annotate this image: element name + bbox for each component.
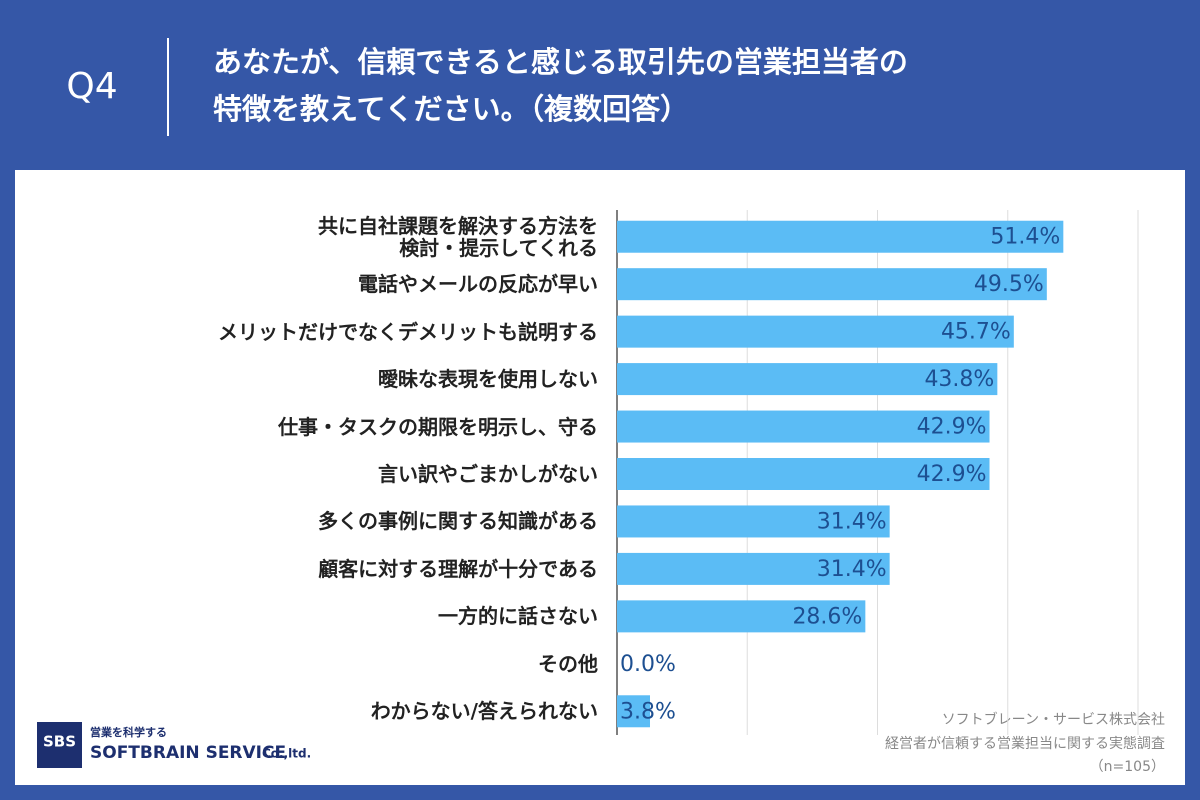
bar [617, 695, 650, 728]
title-line: 特徴を教えてください。（複数回答） [213, 92, 689, 126]
value-label: 45.7% [941, 320, 1011, 345]
value-label: 31.4% [817, 557, 887, 582]
value-label: 0.0% [620, 652, 676, 677]
category-label: 多くの事例に関する知識がある [318, 509, 598, 534]
title-line: あなたが、信頼できると感じる取引先の営業担当者の [213, 45, 908, 79]
value-label: 31.4% [817, 509, 887, 534]
category-label: 曖昧な表現を使用しない [378, 367, 598, 392]
logo-tagline: 営業を科学する [90, 725, 167, 739]
category-label: 顧客に対する理解が十分である [318, 556, 598, 581]
panel [15, 170, 1185, 785]
category-label: メリットだけでなくデメリットも説明する [218, 319, 598, 344]
bar [617, 363, 998, 396]
value-label: 51.4% [990, 225, 1060, 250]
bar [617, 410, 990, 443]
category-label: その他 [538, 651, 598, 676]
category-label: 電話やメールの反応が早い [358, 272, 598, 297]
value-label: 28.6% [792, 604, 862, 629]
logo-name: SOFTBRAIN SERVICE [90, 743, 286, 763]
value-label: 43.8% [924, 367, 994, 392]
category-label: わからない/答えられない [370, 699, 598, 724]
logo-box [37, 722, 82, 768]
source-line: ソフトブレーン・サービス株式会社 [942, 711, 1165, 728]
value-label: 3.8% [620, 699, 676, 724]
bar [617, 505, 890, 538]
bar [617, 315, 1014, 348]
source-line: （n=105） [1090, 759, 1165, 775]
logo-suffix: Co.,ltd. [262, 747, 311, 761]
category-label: 言い訳やごまかしがない [378, 462, 598, 486]
bar [617, 552, 890, 585]
bar [617, 600, 866, 633]
category-label: 一方的に話さない [438, 604, 598, 629]
value-label: 42.9% [917, 462, 987, 487]
bar [617, 268, 1047, 301]
category-label: 仕事・タスクの期限を明示し、守る [278, 414, 598, 439]
value-label: 42.9% [917, 415, 987, 440]
logo-mark: SBS [43, 733, 76, 751]
bar [617, 220, 1064, 253]
question-number: Q4 [66, 66, 117, 107]
bar [617, 458, 990, 490]
source-line: 経営者が信頼する営業担当に関する実態調査 [885, 736, 1165, 752]
value-label: 49.5% [974, 272, 1044, 297]
category-label: 共に自社課題を解決する方法を 検討・提示してくれる [318, 213, 598, 260]
